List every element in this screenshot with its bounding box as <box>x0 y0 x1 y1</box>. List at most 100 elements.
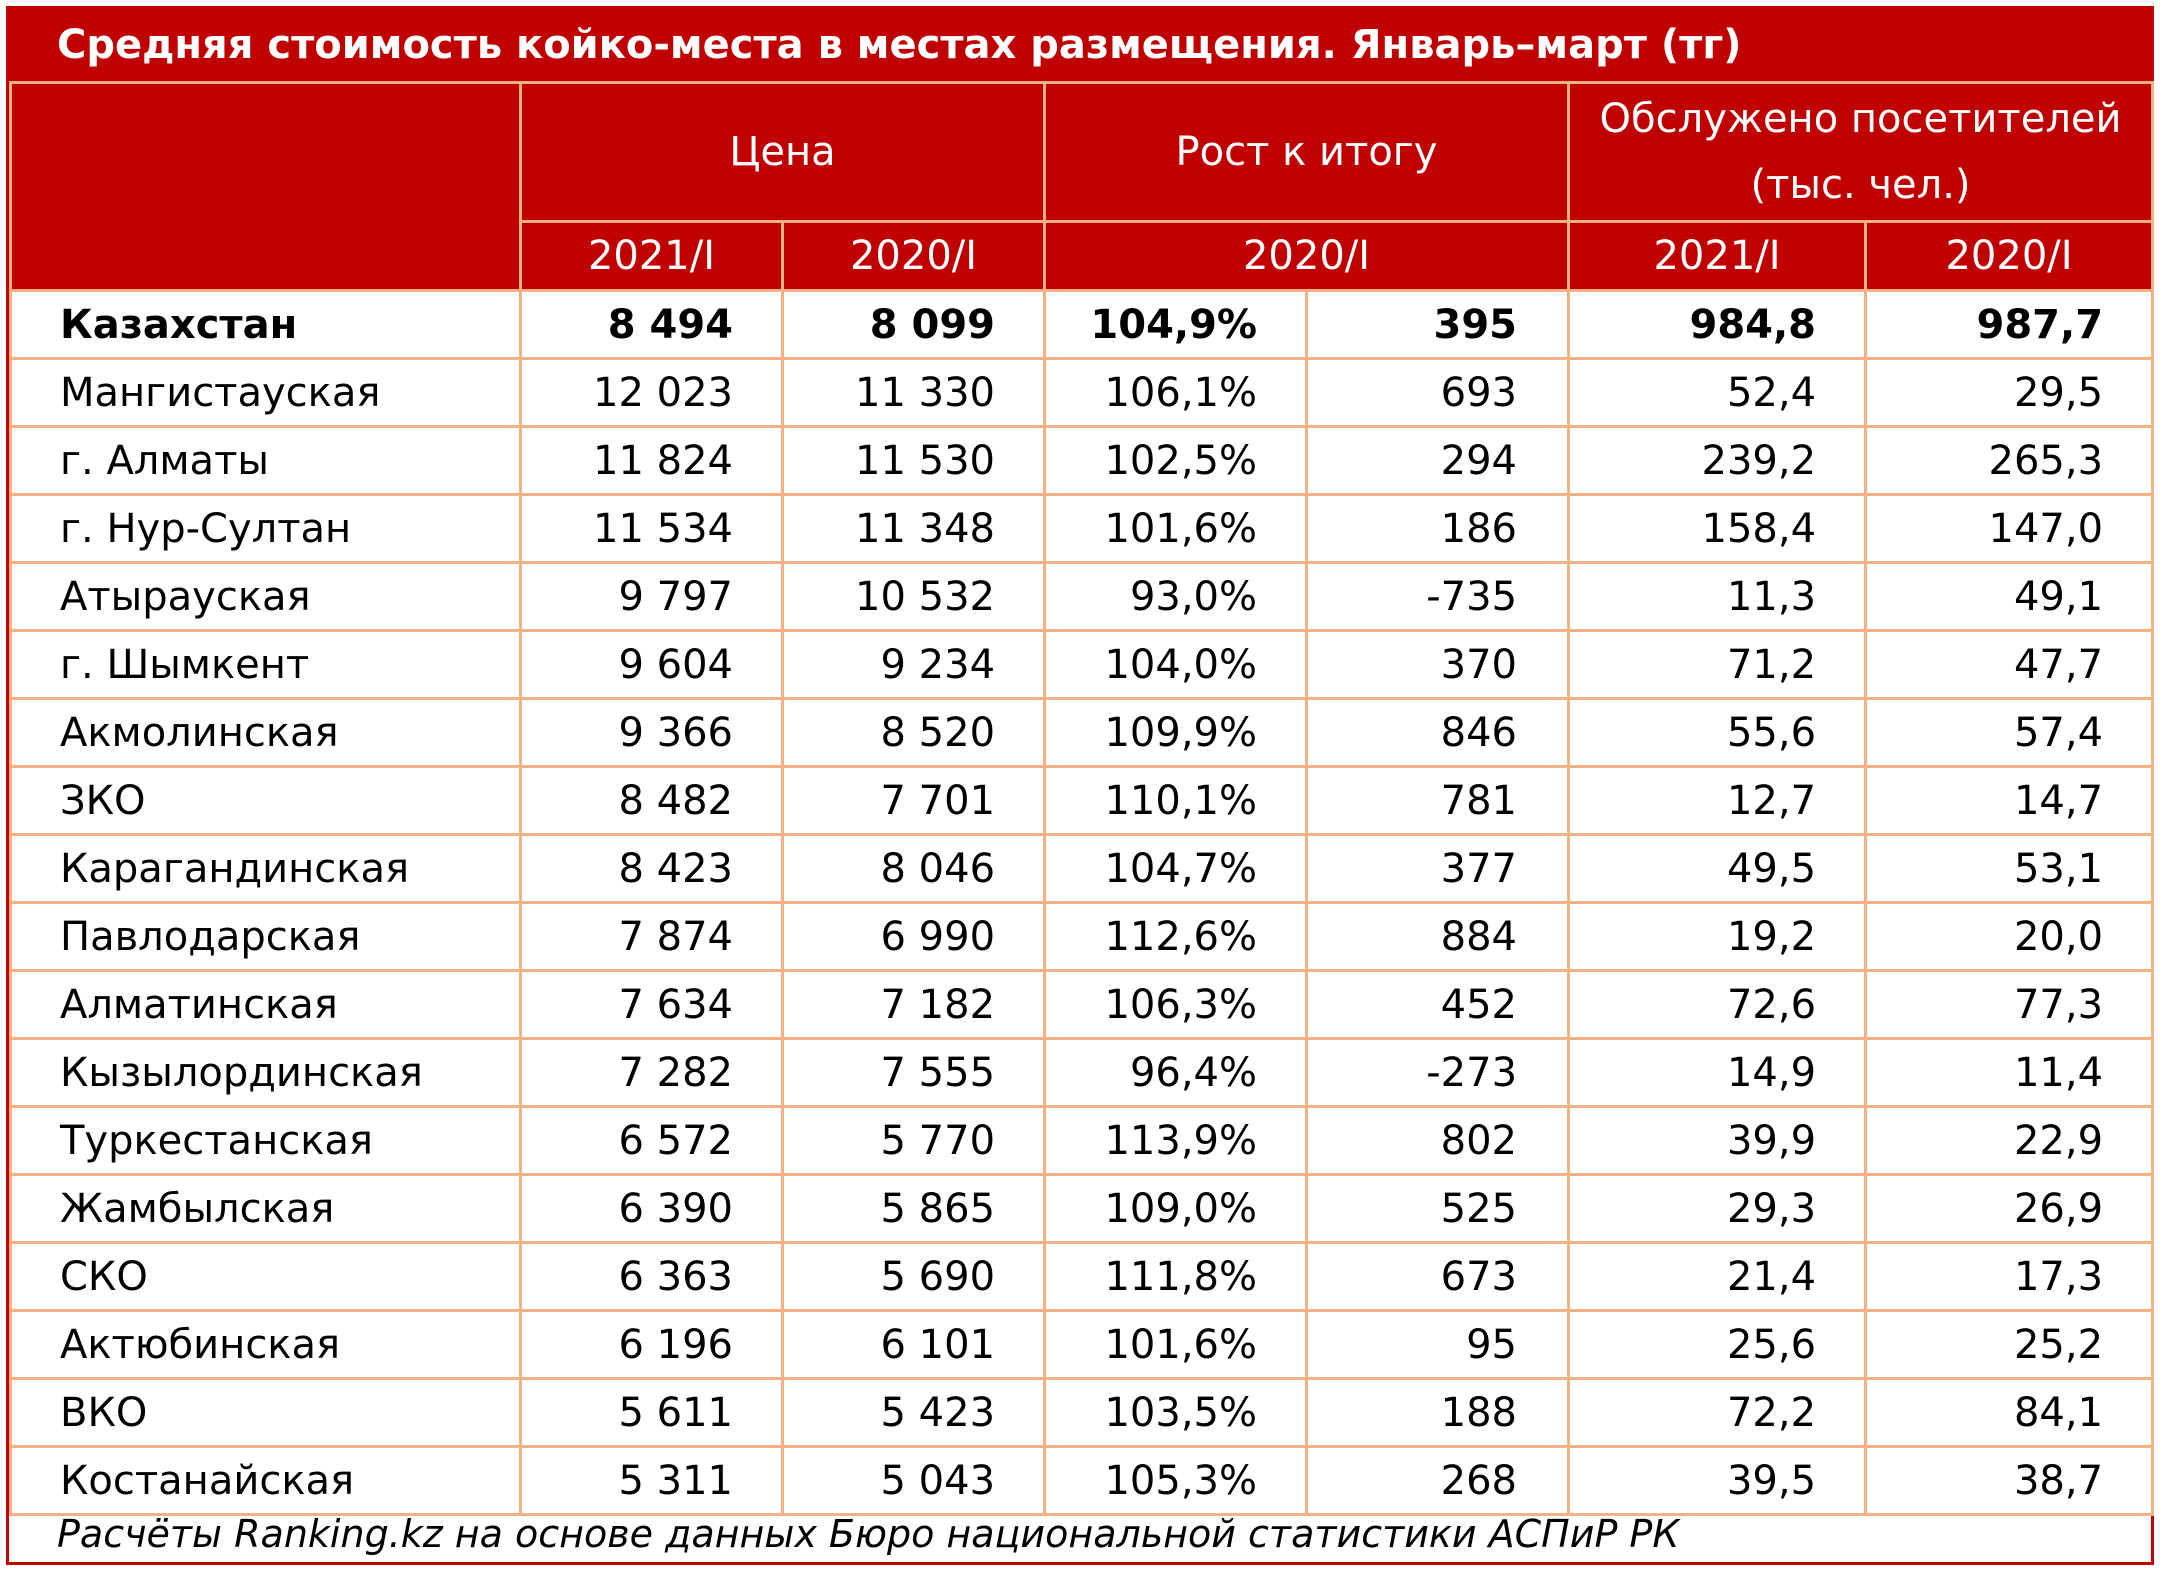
source-note: Расчёты Ranking.kz на основе данных Бюро… <box>57 1512 1680 1556</box>
growth-pct-cell: 96,4% <box>1043 1037 1309 1108</box>
growth-abs-cell: 186 <box>1305 493 1571 564</box>
price-2020-cell: 11 348 <box>780 493 1047 564</box>
region-cell: Атырауская <box>9 561 522 632</box>
price-2021-cell: 8 423 <box>519 833 784 904</box>
growth-pct-cell: 105,3% <box>1043 1445 1309 1516</box>
price-2020-cell: 7 182 <box>780 969 1047 1040</box>
region-cell: Карагандинская <box>9 833 522 904</box>
visitors-2020-cell: 147,0 <box>1864 493 2155 564</box>
visitors-2020-cell: 987,7 <box>1864 289 2155 360</box>
visitors-2021-cell: 49,5 <box>1567 833 1868 904</box>
visitors-2020-cell: 47,7 <box>1864 629 2155 700</box>
region-cell: Костанайская <box>9 1445 522 1516</box>
visitors-2021-cell: 39,5 <box>1567 1445 1868 1516</box>
price-2021-cell: 5 611 <box>519 1377 784 1448</box>
table-row: ВКО 5 611 5 423 103,5% 188 72,2 84,1 <box>9 1377 2155 1448</box>
region-header <box>9 81 522 292</box>
table-row: Костанайская 5 311 5 043 105,3% 268 39,5 38,7 <box>9 1445 2155 1516</box>
growth-abs-cell: 693 <box>1305 357 1571 428</box>
table-row: Карагандинская 8 423 8 046 104,7% 377 49,5 53,… <box>9 833 2155 904</box>
visitors-2021-cell: 12,7 <box>1567 765 1868 836</box>
growth-pct-cell: 104,0% <box>1043 629 1309 700</box>
visitors-group-header: Обслужено посетителей (тыс. чел.) <box>1567 81 2155 223</box>
price-2020-cell: 10 532 <box>780 561 1047 632</box>
price-2020-cell: 6 101 <box>780 1309 1047 1380</box>
growth-pct-cell: 109,0% <box>1043 1173 1309 1244</box>
table-row: Павлодарская 7 874 6 990 112,6% 884 19,2 20,0 <box>9 901 2155 972</box>
visitors-2021-cell: 39,9 <box>1567 1105 1868 1176</box>
table-row: г. Шымкент 9 604 9 234 104,0% 370 71,2 47,7 <box>9 629 2155 700</box>
table-row: Алматинская 7 634 7 182 106,3% 452 72,6 77,3 <box>9 969 2155 1040</box>
growth-pct-cell: 113,9% <box>1043 1105 1309 1176</box>
growth-abs-cell: 95 <box>1305 1309 1571 1380</box>
visitors-2021-header: 2021/I <box>1567 220 1868 292</box>
visitors-2020-cell: 57,4 <box>1864 697 2155 768</box>
growth-abs-cell: 370 <box>1305 629 1571 700</box>
growth-abs-cell: 395 <box>1305 289 1571 360</box>
table-row: Кызылординская 7 282 7 555 96,4% -273 14,9 11,… <box>9 1037 2155 1108</box>
region-cell: Павлодарская <box>9 901 522 972</box>
visitors-2020-cell: 22,9 <box>1864 1105 2155 1176</box>
growth-pct-cell: 110,1% <box>1043 765 1309 836</box>
growth-abs-cell: -735 <box>1305 561 1571 632</box>
price-2021-cell: 11 534 <box>519 493 784 564</box>
region-cell: г. Алматы <box>9 425 522 496</box>
price-2021-cell: 8 482 <box>519 765 784 836</box>
growth-abs-cell: 846 <box>1305 697 1571 768</box>
region-cell: Мангистауская <box>9 357 522 428</box>
visitors-2021-cell: 14,9 <box>1567 1037 1868 1108</box>
table-body: Казахстан 8 494 8 099 104,9% 395 984,8 987,7 Ма… <box>9 289 2155 1516</box>
price-2021-cell: 6 363 <box>519 1241 784 1312</box>
price-2021-cell: 9 604 <box>519 629 784 700</box>
visitors-2021-cell: 25,6 <box>1567 1309 1868 1380</box>
visitors-header-line2: (тыс. чел.) <box>1750 162 1971 208</box>
growth-2020-header: 2020/I <box>1043 220 1571 292</box>
visitors-2020-cell: 49,1 <box>1864 561 2155 632</box>
visitors-2021-cell: 239,2 <box>1567 425 1868 496</box>
growth-group-header: Рост к итогу <box>1043 81 1571 223</box>
price-2020-cell: 5 043 <box>780 1445 1047 1516</box>
region-cell: Актюбинская <box>9 1309 522 1380</box>
table-row: СКО 6 363 5 690 111,8% 673 21,4 17,3 <box>9 1241 2155 1312</box>
growth-pct-cell: 112,6% <box>1043 901 1309 972</box>
price-2020-cell: 9 234 <box>780 629 1047 700</box>
visitors-2021-cell: 71,2 <box>1567 629 1868 700</box>
region-cell: ВКО <box>9 1377 522 1448</box>
price-2020-cell: 8 046 <box>780 833 1047 904</box>
table-row: Актюбинская 6 196 6 101 101,6% 95 25,6 25,2 <box>9 1309 2155 1380</box>
growth-abs-cell: 452 <box>1305 969 1571 1040</box>
price-2021-cell: 11 824 <box>519 425 784 496</box>
visitors-2020-cell: 14,7 <box>1864 765 2155 836</box>
price-2020-cell: 11 530 <box>780 425 1047 496</box>
price-2021-cell: 7 874 <box>519 901 784 972</box>
visitors-2021-cell: 984,8 <box>1567 289 1868 360</box>
growth-abs-cell: 188 <box>1305 1377 1571 1448</box>
visitors-2021-cell: 52,4 <box>1567 357 1868 428</box>
price-2021-cell: 6 196 <box>519 1309 784 1380</box>
region-cell: Казахстан <box>9 289 522 360</box>
price-2021-cell: 12 023 <box>519 357 784 428</box>
price-2020-cell: 7 555 <box>780 1037 1047 1108</box>
price-group-header: Цена <box>518 81 1047 223</box>
price-2021-cell: 8 494 <box>519 289 784 360</box>
growth-pct-cell: 101,6% <box>1043 493 1309 564</box>
growth-abs-cell: 781 <box>1305 765 1571 836</box>
growth-abs-cell: 884 <box>1305 901 1571 972</box>
visitors-2021-cell: 55,6 <box>1567 697 1868 768</box>
price-2020-cell: 7 701 <box>780 765 1047 836</box>
table-row: Акмолинская 9 366 8 520 109,9% 846 55,6 57,4 <box>9 697 2155 768</box>
region-cell: Жамбылская <box>9 1173 522 1244</box>
region-cell: г. Шымкент <box>9 629 522 700</box>
visitors-2020-cell: 11,4 <box>1864 1037 2155 1108</box>
price-2020-cell: 11 330 <box>780 357 1047 428</box>
table-row: г. Нур-Султан 11 534 11 348 101,6% 186 158,4 1… <box>9 493 2155 564</box>
growth-pct-cell: 102,5% <box>1043 425 1309 496</box>
growth-abs-cell: 268 <box>1305 1445 1571 1516</box>
visitors-2021-cell: 158,4 <box>1567 493 1868 564</box>
visitors-2021-cell: 19,2 <box>1567 901 1868 972</box>
price-2020-cell: 5 423 <box>780 1377 1047 1448</box>
price-2020-cell: 8 520 <box>780 697 1047 768</box>
growth-pct-cell: 104,7% <box>1043 833 1309 904</box>
visitors-2020-cell: 38,7 <box>1864 1445 2155 1516</box>
growth-abs-cell: 802 <box>1305 1105 1571 1176</box>
